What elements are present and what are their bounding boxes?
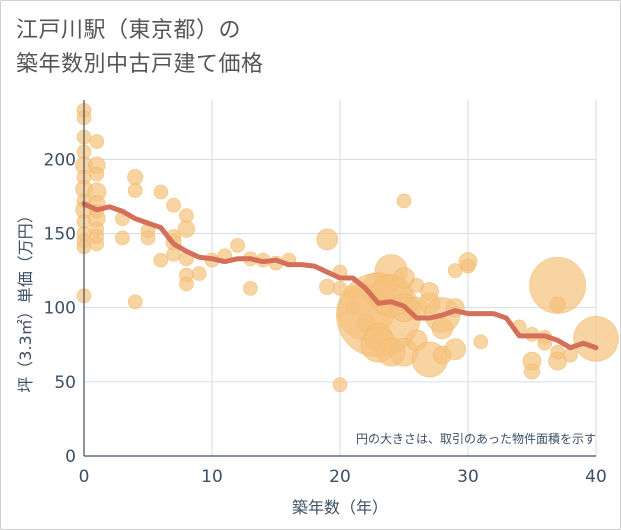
chart-title: 江戸川駅（東京都）の 築年数別中古戸建て価格 [16, 14, 264, 82]
x-tick-label: 40 [585, 467, 607, 487]
data-point [396, 193, 412, 209]
data-point [230, 237, 246, 253]
data-point [166, 197, 182, 213]
x-tick-label: 10 [201, 467, 223, 487]
x-tick-label: 30 [457, 467, 479, 487]
data-point [549, 296, 566, 313]
data-point [529, 257, 586, 314]
data-point [242, 280, 258, 296]
data-point [127, 183, 143, 198]
axes: 0 10 20 30 40 0 50 100 150 200 [44, 100, 607, 487]
data-point [140, 230, 156, 246]
data-point [319, 278, 336, 295]
chart-title-line2: 築年数別中古戸建て価格 [16, 52, 264, 77]
data-point [473, 334, 489, 350]
data-point [431, 317, 454, 340]
data-point [89, 166, 105, 182]
x-axis-label: 築年数（年） [292, 498, 388, 517]
y-axis-label: 坪（3.3㎡）単価（万円） [16, 207, 35, 392]
y-tick-label: 200 [44, 150, 76, 170]
y-tick-label: 0 [65, 447, 76, 467]
data-point [563, 347, 578, 363]
data-point [89, 134, 105, 149]
x-tick-label: 20 [329, 467, 351, 487]
data-point [153, 184, 169, 200]
data-point [523, 363, 541, 380]
data-point [177, 220, 196, 238]
size-annotation: 円の大きさは、取引のあった物件面積を示す [356, 431, 596, 446]
trend-line-series [81, 201, 599, 351]
data-point [115, 230, 130, 246]
data-point [393, 267, 415, 289]
data-point [191, 266, 207, 281]
data-point [178, 276, 194, 292]
data-point [127, 169, 144, 186]
trend-line [81, 201, 599, 351]
x-tick-label: 0 [79, 467, 90, 487]
y-tick-label: 50 [54, 373, 76, 393]
y-tick-label: 150 [44, 225, 76, 245]
data-point [573, 316, 619, 362]
data-point [444, 338, 467, 361]
data-point [332, 377, 348, 393]
data-point [153, 252, 169, 268]
y-tick-label: 100 [44, 299, 76, 319]
data-point [127, 294, 143, 310]
data-point [316, 228, 339, 251]
chart-title-line1: 江戸川駅（東京都）の [16, 18, 242, 43]
bubble-series [75, 102, 619, 393]
data-point [89, 236, 105, 252]
data-point [460, 258, 476, 274]
